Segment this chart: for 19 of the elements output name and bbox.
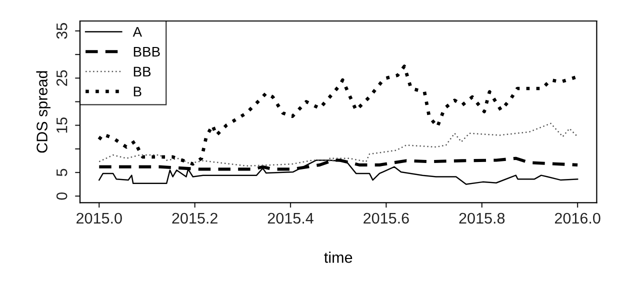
legend-label: A [132,27,142,37]
y-tick-label: 25 [56,70,68,86]
line-series [98,160,578,185]
x-tick-label: 2015.6 [364,212,409,224]
y-axis-title: CDS spread [36,71,50,153]
legend-label: B [134,86,142,96]
y-tick-label: 0 [56,192,68,200]
y-tick-label: 15 [56,117,68,133]
x-tick-label: 2015.4 [268,212,314,224]
line-series [98,122,578,167]
x-axis-title: time [324,252,352,263]
x-tick-label: 2015.2 [172,212,218,224]
x-tick-label: 2015.0 [76,212,122,224]
y-tick-label: 5 [56,168,68,176]
x-tick-label: 2016.0 [554,212,600,224]
legend-label: BB [134,66,151,76]
y-tick-label: 35 [56,23,68,39]
legend-label: BBB [134,46,160,57]
x-tick-label: 2015.8 [459,212,505,224]
